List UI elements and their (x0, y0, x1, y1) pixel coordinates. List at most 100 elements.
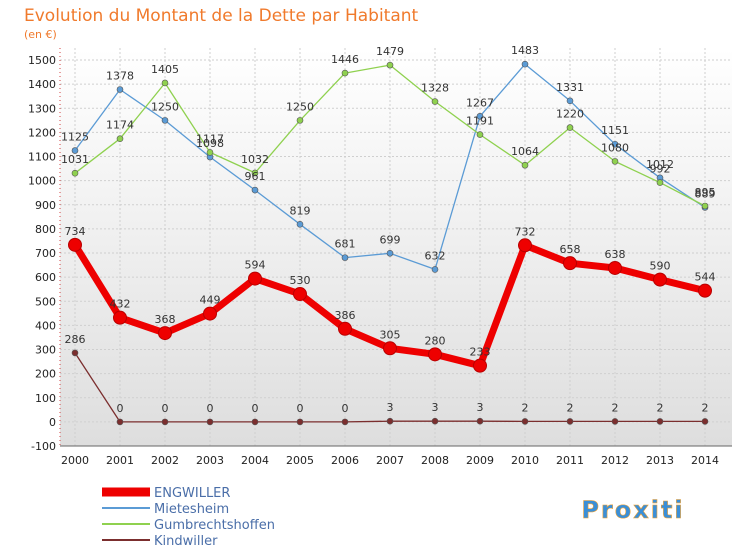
x-tick-label: 2002 (151, 454, 179, 467)
data-point (71, 169, 79, 177)
data-label: 449 (200, 294, 221, 307)
data-label: 432 (110, 298, 131, 311)
data-point (521, 161, 529, 169)
data-label: 280 (425, 334, 446, 347)
data-label: 386 (335, 309, 356, 322)
data-label: 638 (605, 248, 626, 261)
data-point (521, 60, 529, 68)
y-tick-label: 1100 (28, 151, 56, 164)
data-point (521, 418, 529, 425)
data-label: 1328 (421, 82, 449, 95)
data-point (518, 238, 532, 253)
data-label: 681 (335, 238, 356, 251)
data-point (341, 418, 349, 426)
data-point (206, 149, 214, 156)
chart-title: Evolution du Montant de la Dette par Hab… (24, 6, 419, 26)
x-tick-label: 2011 (556, 454, 584, 467)
data-label: 2 (612, 401, 619, 414)
data-point (251, 186, 259, 194)
data-label: 732 (515, 225, 536, 238)
data-label: 895 (695, 186, 716, 199)
x-tick-label: 2005 (286, 454, 314, 467)
data-point (698, 283, 712, 298)
data-point (251, 169, 259, 177)
data-label: 1483 (511, 44, 539, 57)
y-tick-label: 1200 (28, 126, 56, 139)
data-label: 889 (695, 187, 716, 200)
data-label: 734 (65, 225, 86, 238)
data-label: 0 (297, 402, 304, 415)
data-label: 1446 (331, 53, 359, 66)
data-point (116, 135, 124, 142)
data-label: 0 (342, 402, 349, 415)
data-point (296, 221, 304, 228)
data-label: 1012 (646, 158, 674, 171)
data-point (116, 86, 124, 93)
data-label: 590 (650, 260, 671, 273)
data-label: 1479 (376, 45, 404, 58)
data-point (71, 147, 79, 154)
data-point (296, 117, 304, 124)
data-label: 544 (695, 271, 716, 284)
legend-label: Kindwiller (154, 534, 218, 549)
data-point (161, 79, 169, 87)
data-label: 2 (567, 401, 574, 414)
data-label: 1331 (556, 81, 584, 94)
data-label: 1032 (241, 153, 269, 166)
data-point (386, 249, 394, 257)
data-point (158, 326, 172, 341)
data-label: 286 (65, 333, 86, 346)
data-point (383, 341, 397, 356)
y-tick-label: 1300 (28, 102, 56, 115)
data-point (386, 61, 394, 69)
data-label: 1220 (556, 108, 584, 121)
data-label: 1064 (511, 145, 539, 158)
data-point (563, 256, 577, 271)
data-point (653, 272, 667, 287)
data-point (386, 417, 394, 425)
data-point (566, 97, 574, 105)
grid (60, 48, 732, 447)
x-tick-label: 2004 (241, 454, 269, 467)
data-point (116, 418, 124, 426)
data-point (701, 202, 709, 210)
x-tick-label: 2001 (106, 454, 134, 467)
data-point (476, 112, 484, 120)
data-point (566, 418, 574, 425)
data-label: 819 (290, 204, 311, 217)
x-tick-label: 2008 (421, 454, 449, 467)
data-point (161, 418, 169, 426)
x-tick-label: 2000 (61, 454, 89, 467)
axes: -100010020030040050060070080090010001100… (28, 48, 732, 467)
y-tick-label: 200 (35, 368, 56, 381)
y-tick-label: 800 (35, 223, 56, 236)
data-point (251, 418, 259, 426)
data-label: 1117 (196, 132, 224, 145)
data-label: 305 (380, 328, 401, 341)
data-label: 0 (162, 402, 169, 415)
data-point (293, 287, 307, 302)
svg-text:Proxiti: Proxiti (581, 496, 684, 524)
y-tick-label: -100 (31, 440, 56, 453)
legend: ENGWILLERMietesheimGumbrechtshoffenKindw… (102, 486, 275, 549)
proxiti-logo: Proxiti (581, 496, 684, 525)
x-tick-label: 2009 (466, 454, 494, 467)
data-point (701, 418, 709, 425)
data-point (341, 69, 349, 77)
x-tick-label: 2003 (196, 454, 224, 467)
data-label: 530 (290, 274, 311, 287)
x-tick-label: 2007 (376, 454, 404, 467)
y-tick-label: 100 (35, 392, 56, 405)
x-tick-label: 2012 (601, 454, 629, 467)
data-label: 1151 (601, 124, 629, 137)
data-label: 961 (245, 170, 266, 183)
chart-subtitle: (en €) (24, 28, 57, 41)
data-point (71, 349, 79, 357)
data-label: 1250 (286, 100, 314, 113)
data-point (203, 306, 217, 321)
data-point (608, 260, 622, 275)
x-tick-label: 2014 (691, 454, 719, 467)
data-label: 1191 (466, 115, 494, 128)
